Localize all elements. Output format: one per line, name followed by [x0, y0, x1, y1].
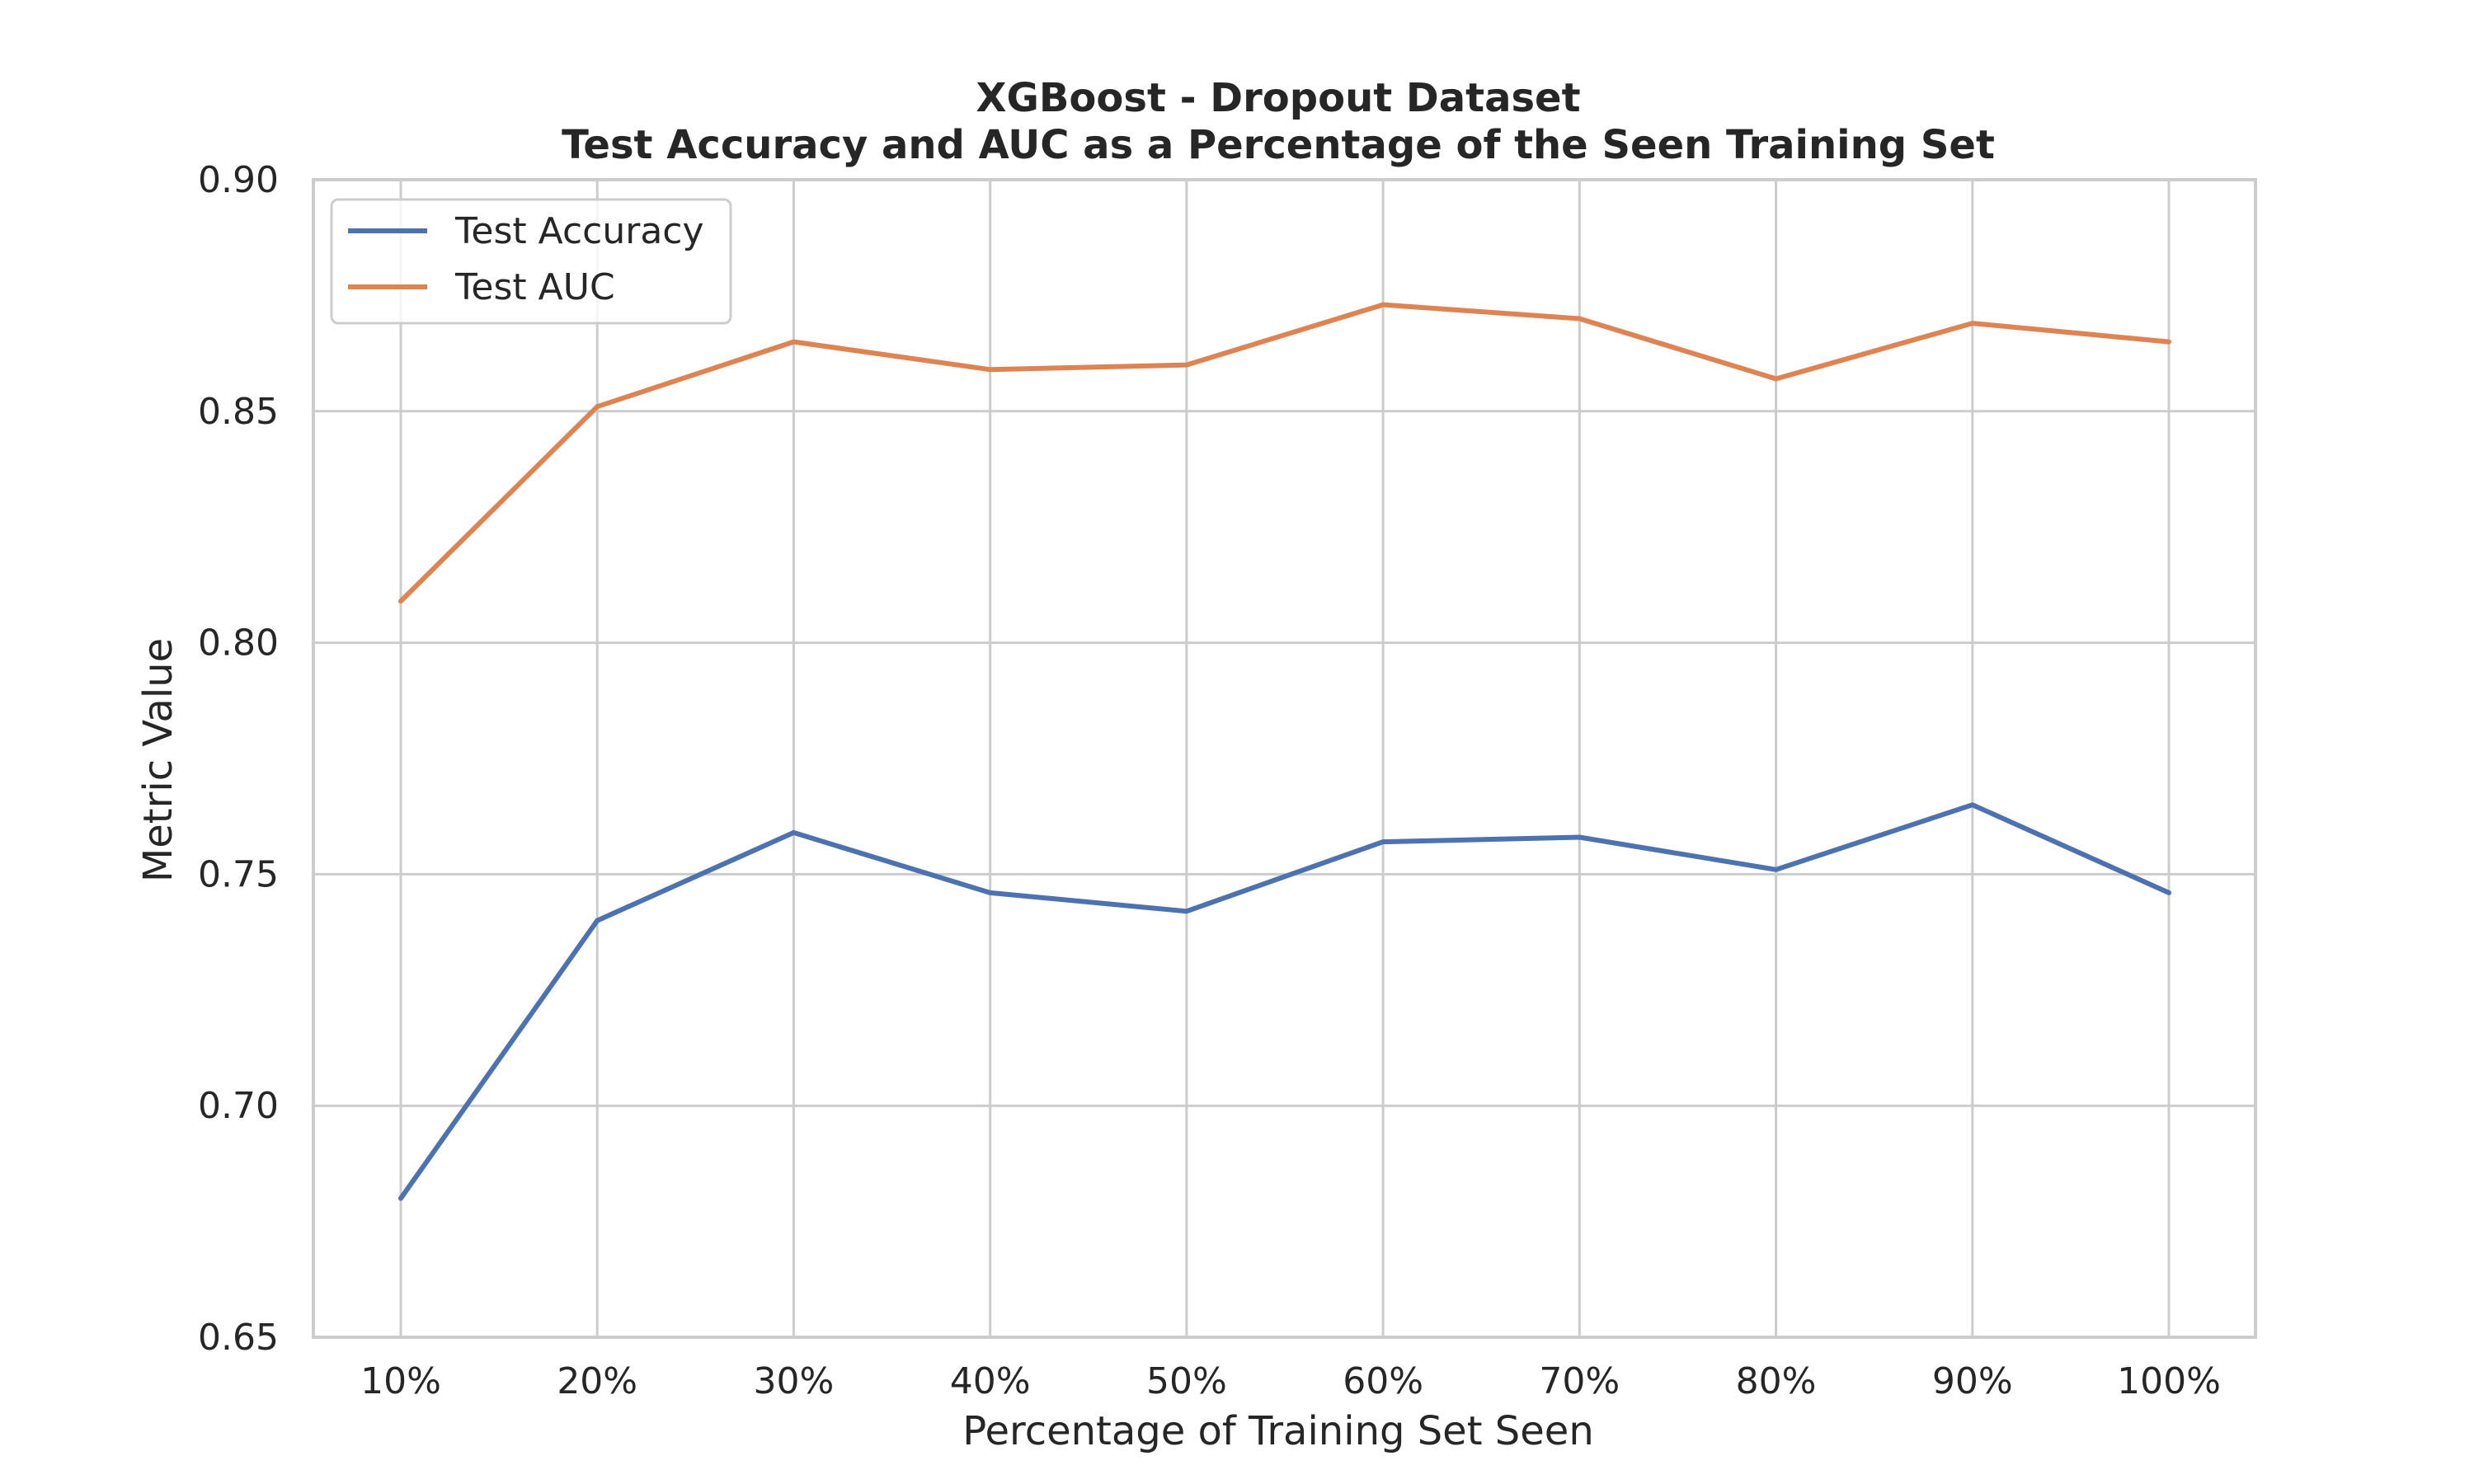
y-axis-ticks: 0.65 0.70 0.75 0.80 0.85 0.90 — [198, 159, 279, 1359]
plot-frame — [312, 178, 2257, 1339]
legend-label-test-auc: Test AUC — [454, 266, 615, 308]
series-line-test-auc — [398, 302, 2171, 604]
chart-title-line-2: Test Accuracy and AUC as a Percentage of… — [562, 122, 1995, 168]
x-tick-label: 10% — [360, 1360, 441, 1402]
x-tick-label: 70% — [1539, 1360, 1620, 1402]
series-line-test-accuracy — [398, 802, 2171, 1201]
y-tick-label: 0.65 — [198, 1317, 279, 1359]
legend-box — [330, 198, 732, 325]
x-tick-label: 100% — [2117, 1360, 2221, 1402]
y-tick-label: 0.75 — [198, 853, 279, 895]
y-tick-label: 0.90 — [198, 159, 279, 201]
x-axis-label: Percentage of Training Set Seen — [962, 1408, 1594, 1454]
y-tick-label: 0.70 — [198, 1085, 279, 1127]
legend-label-test-accuracy: Test Accuracy — [454, 210, 704, 252]
x-tick-label: 30% — [754, 1360, 835, 1402]
x-tick-label: 50% — [1146, 1360, 1227, 1402]
y-axis-label: Metric Value — [135, 638, 181, 882]
x-tick-label: 20% — [557, 1360, 637, 1402]
x-tick-label: 90% — [1932, 1360, 2013, 1402]
y-tick-label: 0.80 — [198, 622, 279, 665]
legend: Test Accuracy Test AUC — [330, 198, 732, 325]
x-tick-label: 80% — [1736, 1360, 1817, 1402]
y-tick-label: 0.85 — [198, 391, 279, 433]
x-tick-label: 60% — [1343, 1360, 1423, 1402]
chart-title-line-1: XGBoost - Dropout Dataset — [976, 75, 1580, 121]
x-tick-label: 40% — [950, 1360, 1031, 1402]
series-layer — [398, 302, 2171, 1201]
x-axis-ticks: 10% 20% 30% 40% 50% 60% 70% 80% 90% 100% — [360, 1360, 2221, 1402]
